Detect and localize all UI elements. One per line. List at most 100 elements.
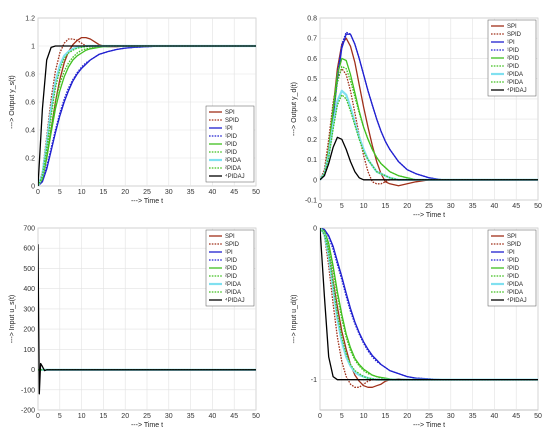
legend-label: ²PIDA — [225, 166, 241, 172]
y-tick-label: 200 — [23, 327, 35, 334]
x-tick-label: 20 — [403, 203, 411, 210]
series-line-9 — [38, 244, 256, 395]
x-tick-label: 5 — [58, 189, 62, 196]
y-tick-label: 1 — [31, 44, 35, 51]
x-tick-label: 25 — [425, 413, 433, 420]
y-tick-label: 0.4 — [307, 96, 317, 103]
y-tick-label: 100 — [23, 347, 35, 354]
x-tick-label: 35 — [469, 413, 477, 420]
y-tick-label: 0.2 — [307, 137, 317, 144]
series-group — [320, 31, 538, 187]
x-tick-label: 45 — [230, 189, 238, 196]
y-tick-label: 1.2 — [25, 16, 35, 23]
y-tick-label: 0 — [31, 367, 35, 374]
chart-panel-3: 0 5 10 15 20 25 30 35 40 45 50 -200 -100 0 100 200 300 40… — [9, 226, 260, 427]
y-tick-label: 500 — [23, 266, 35, 273]
y-tick-label: 0.8 — [25, 72, 35, 79]
x-axis-label: ---> Time t — [413, 212, 445, 219]
legend-label: ⁴PIDAJ — [507, 297, 527, 304]
x-axis-label: ---> Time t — [131, 422, 163, 427]
x-tick-label: 15 — [100, 189, 108, 196]
legend-label: ²PIDA — [225, 290, 241, 296]
x-tick-label: 25 — [143, 413, 151, 420]
y-tick-label: 0.4 — [25, 128, 35, 135]
series-line-9 — [38, 45, 256, 186]
x-tick-label: 50 — [534, 413, 542, 420]
chart-panel-1: 0 5 10 15 20 25 30 35 40 45 50 0 0.2 0.4 0.6 0.8 1 1.2 ---… — [9, 16, 260, 206]
y-tick-label: 600 — [23, 246, 35, 253]
y-tick-label: 300 — [23, 306, 35, 313]
x-tick-label: 10 — [78, 189, 86, 196]
y-tick-label: 0.3 — [307, 117, 317, 124]
series-line-6 — [320, 228, 538, 381]
x-tick-label: 10 — [360, 413, 368, 420]
x-tick-label: 5 — [340, 413, 344, 420]
legend-label: ¹PID — [225, 134, 238, 140]
legend-label: ¹PI — [507, 250, 515, 256]
y-tick-label: 0.7 — [307, 36, 317, 43]
legend-label: SPI — [225, 110, 235, 116]
y-tick-label: 0.5 — [307, 76, 317, 83]
chart-panel-4: 0 5 10 15 20 25 30 35 40 45 50 -1 0 ---> Time t ---> I… — [291, 226, 542, 427]
series-group — [320, 228, 538, 388]
y-tick-label: -1 — [311, 377, 317, 384]
x-tick-label: 0 — [318, 413, 322, 420]
y-tick-label: 0.6 — [307, 56, 317, 63]
legend-label: ⁴PIDAJ — [507, 87, 527, 94]
x-axis-label: ---> Time t — [131, 198, 163, 205]
y-tick-label: -100 — [21, 387, 35, 394]
legend-label: ²PIDA — [507, 72, 523, 78]
x-tick-label: 30 — [165, 413, 173, 420]
y-axis-label: ---> Output y_d(t) — [291, 82, 298, 136]
legend-label: ⁴PIDAJ — [225, 173, 245, 180]
legend-label: ²PIDA — [507, 282, 523, 288]
legend-label: ²PID — [507, 56, 520, 62]
x-tick-label: 20 — [121, 189, 129, 196]
legend-label: ¹PI — [225, 250, 233, 256]
chart-panel-2: 0 5 10 15 20 25 30 35 40 45 50-0.100.10.20.30.40.5… — [291, 16, 542, 220]
series-line-4 — [320, 31, 538, 181]
x-tick-label: 35 — [469, 203, 477, 210]
y-tick-label: 0 — [31, 184, 35, 191]
x-tick-label: 15 — [382, 413, 390, 420]
x-tick-label: 0 — [36, 413, 40, 420]
legend-label: SPID — [507, 242, 522, 248]
y-tick-label: -0.1 — [305, 198, 317, 205]
legend-label: ²PID — [225, 142, 238, 148]
y-tick-label: 700 — [23, 226, 35, 233]
legend-label: ¹PID — [507, 258, 520, 264]
series-group — [38, 36, 256, 186]
x-tick-label: 25 — [143, 189, 151, 196]
legend-label: SPID — [225, 242, 240, 248]
x-tick-label: 25 — [425, 203, 433, 210]
y-axis-label: ---> Output y_s(t) — [9, 75, 16, 128]
x-tick-label: 50 — [252, 189, 260, 196]
legend-label: ²PID — [225, 274, 238, 280]
x-tick-label: 5 — [340, 203, 344, 210]
legend-label: ²PIDA — [225, 282, 241, 288]
series-line-9 — [320, 136, 538, 181]
legend-label: ²PID — [225, 266, 238, 272]
x-tick-label: 50 — [534, 203, 542, 210]
x-tick-label: 40 — [209, 189, 217, 196]
x-tick-label: 0 — [318, 203, 322, 210]
x-tick-label: 20 — [121, 413, 129, 420]
y-tick-label: 0.8 — [307, 16, 317, 23]
legend-label: ²PIDA — [507, 290, 523, 296]
x-tick-label: 35 — [187, 413, 195, 420]
y-tick-label: 0.1 — [307, 157, 317, 164]
x-tick-label: 15 — [382, 203, 390, 210]
y-tick-label: 400 — [23, 286, 35, 293]
legend-label: ¹PI — [225, 126, 233, 132]
y-tick-label: 0.2 — [25, 156, 35, 163]
legend-label: ¹PI — [507, 40, 515, 46]
x-axis-label: ---> Time t — [413, 422, 445, 427]
y-tick-label: 0 — [313, 226, 317, 233]
legend-label: ¹PID — [225, 258, 238, 264]
x-tick-label: 20 — [403, 413, 411, 420]
y-axis-label: ---> Input u_s(t) — [9, 295, 16, 343]
